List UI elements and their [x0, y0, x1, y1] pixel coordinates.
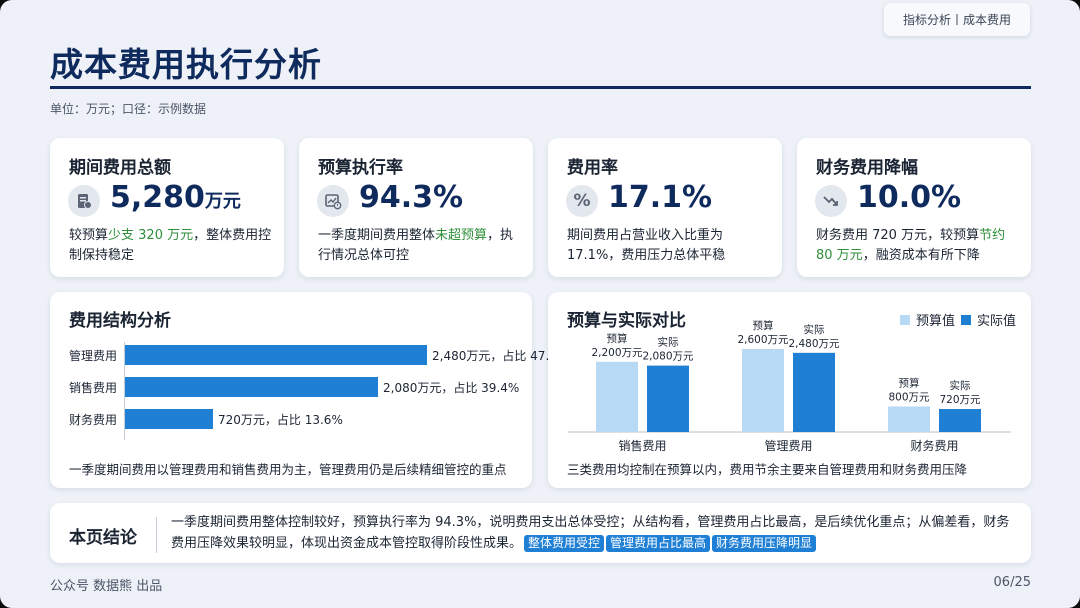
- conclusion-badge: 管理费用占比最高: [606, 535, 711, 552]
- bar-series-caption: 实际: [658, 336, 679, 349]
- bar-category-label: 财务费用: [69, 413, 118, 427]
- legend-actual: 实际值: [961, 310, 1016, 329]
- bar-value-label: 2,480万元，占比 47.0%: [432, 349, 569, 363]
- legend-swatch-actual: [961, 314, 971, 325]
- chart-footnote: 一季度期间费用以管理费用和销售费用为主，管理费用仍是后续精细管控的重点: [69, 462, 507, 477]
- kpi-card-total-expense: 期间费用总额 5,280万元 较预算少支 320 万元，整体费用控制保持稳定: [50, 138, 284, 277]
- bar-series-caption: 预算: [753, 319, 774, 332]
- kpi-title: 期间费用总额: [69, 158, 171, 178]
- bar-value-label: 720万元，占比 13.6%: [218, 413, 343, 427]
- x-tick-label: 财务费用: [910, 438, 958, 453]
- bar-销售费用-实际值: [647, 365, 689, 432]
- section-title: 预算与实际对比: [567, 311, 686, 331]
- kpi-description: 较预算少支 320 万元，整体费用控制保持稳定: [69, 228, 272, 263]
- x-tick-label: 管理费用: [764, 438, 812, 453]
- bar-管理费用-实际值: [793, 352, 835, 432]
- publisher-note: 公众号 数据熊 出品: [50, 579, 163, 594]
- percent-icon: %: [566, 185, 598, 217]
- kpi-value: 17.1%: [608, 180, 713, 215]
- expense-structure-card: 费用结构分析 一季度期间费用以管理费用和销售费用为主，管理费用仍是后续精细管控的…: [50, 292, 568, 488]
- chart-clock-icon: [317, 185, 349, 217]
- page-title: 成本费用执行分析: [50, 45, 322, 84]
- legend-budget: 预算值: [900, 310, 955, 329]
- bar-value-label: 2,600万元: [737, 334, 789, 346]
- trend-down-icon: [815, 185, 847, 217]
- bar-管理费用-预算值: [742, 349, 784, 432]
- kpi-card-finance-drop: 财务费用降幅 10.0% 财务费用 720 万元，较预算节约 80 万元，融资成…: [797, 138, 1031, 277]
- bar-销售费用-预算值: [596, 361, 638, 432]
- bar-series-caption: 预算: [607, 332, 628, 345]
- kpi-title: 费用率: [567, 158, 618, 178]
- bar-value-label: 720万元: [939, 394, 981, 406]
- document-icon: [68, 185, 100, 217]
- bar-value-label: 2,080万元: [642, 351, 694, 363]
- budget-actual-card: 预算与实际对比 预算值 实际值 预算 2,200万元 实际 2,080万元 销售费用 预算…: [548, 292, 1031, 488]
- kpi-description: 一季度期间费用整体未超预算，执行情况总体可控: [318, 228, 514, 263]
- bar-series-caption: 实际: [804, 323, 825, 336]
- conclusion-label: 本页结论: [69, 528, 137, 548]
- bar-value-label: 2,080万元，占比 39.4%: [383, 381, 520, 395]
- kpi-title: 财务费用降幅: [816, 158, 918, 178]
- page-number: 06/25: [993, 575, 1031, 590]
- conclusion-badge: 整体费用受控: [524, 535, 605, 552]
- kpi-card-expense-ratio: 费用率 % 17.1% 期间费用占营业收入比重为 17.1%，费用压力总体平稳: [548, 138, 782, 277]
- bar-category-label: 销售费用: [69, 381, 118, 395]
- conclusion-card: 本页结论 一季度期间费用整体控制较好，预算执行率为 94.3%，说明费用支出总体…: [50, 503, 1031, 563]
- bar-销售费用: [125, 377, 378, 397]
- kpi-card-budget-rate: 预算执行率 94.3% 一季度期间费用整体未超预算，执行情况总体可控: [299, 138, 533, 277]
- comparison-bar-chart: 预算2,200万元实际2,080万元销售费用预算2,600万元实际2,480万元…: [568, 319, 1011, 453]
- unit-note: 单位：万元；口径：示例数据: [50, 102, 207, 116]
- bar-category-label: 管理费用: [69, 349, 118, 363]
- bar-series-caption: 预算: [899, 376, 920, 389]
- bar-财务费用: [125, 409, 213, 429]
- kpi-description: 期间费用占营业收入比重为 17.1%，费用压力总体平稳: [567, 228, 726, 263]
- chart-footnote: 三类费用均控制在预算以内，费用节余主要来自管理费用和财务费用压降: [567, 462, 968, 477]
- bar-管理费用: [125, 345, 427, 365]
- section-title: 费用结构分析: [69, 311, 171, 331]
- title-divider: [50, 86, 1031, 89]
- bar-value-label: 800万元: [888, 391, 930, 403]
- bar-value-label: 2,480万元: [788, 338, 840, 350]
- bar-财务费用-实际值: [939, 409, 981, 432]
- chart-axis: [124, 342, 125, 440]
- conclusion-divider: [156, 517, 157, 553]
- bar-value-label: 2,200万元: [591, 347, 643, 359]
- breadcrumb: 指标分析丨成本费用: [884, 3, 1030, 36]
- kpi-title: 预算执行率: [318, 158, 403, 178]
- x-tick-label: 销售费用: [618, 438, 666, 453]
- kpi-value: 10.0%: [857, 180, 962, 215]
- kpi-value: 5,280万元: [110, 180, 241, 215]
- bar-财务费用-预算值: [888, 406, 930, 432]
- conclusion-badge: 财务费用压降明显: [712, 535, 817, 552]
- legend-swatch-budget: [900, 314, 910, 325]
- conclusion-text: 一季度期间费用整体控制较好，预算执行率为 94.3%，说明费用支出总体受控；从结…: [171, 515, 1010, 552]
- bar-series-caption: 实际: [950, 379, 971, 392]
- kpi-value: 94.3%: [359, 180, 464, 215]
- kpi-description: 财务费用 720 万元，较预算节约 80 万元，融资成本有所下降: [816, 228, 1006, 263]
